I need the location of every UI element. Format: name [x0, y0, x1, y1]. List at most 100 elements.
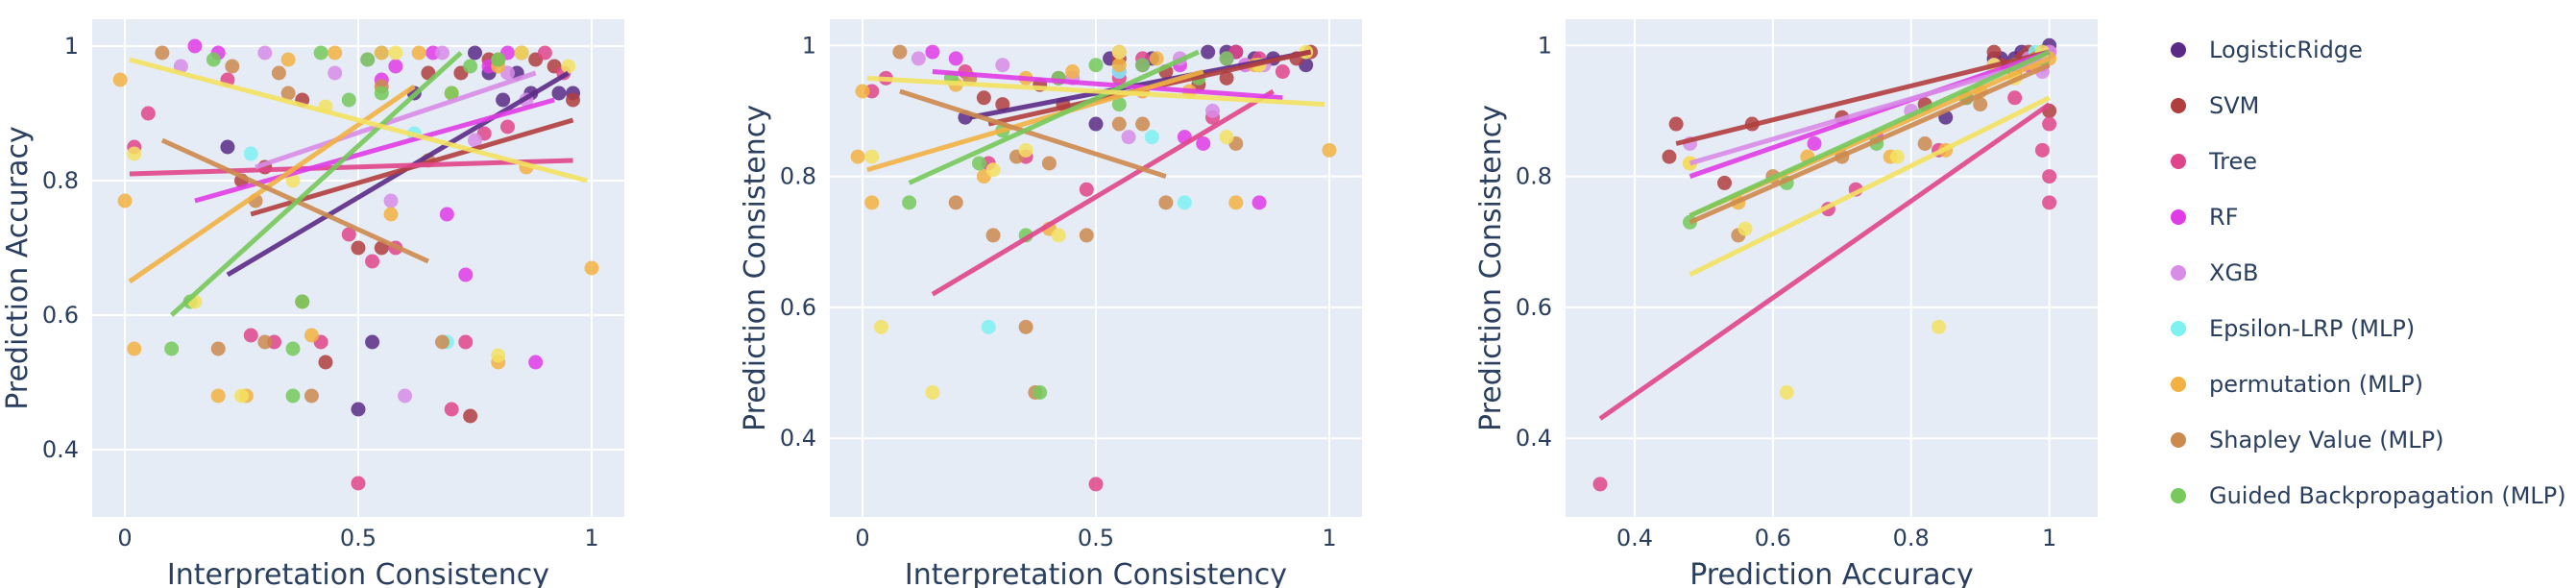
- legend-item: XGB: [2171, 259, 2259, 286]
- trend-line: [932, 69, 1283, 101]
- data-point: [117, 193, 133, 208]
- data-point: [902, 195, 917, 210]
- trend-line: [1689, 95, 2051, 278]
- data-point: [388, 45, 403, 61]
- data-point: [271, 65, 286, 81]
- data-point: [463, 408, 478, 424]
- data-point: [458, 334, 474, 350]
- trend-line: [1689, 56, 2051, 166]
- x-tick-label: 0: [117, 525, 132, 551]
- data-point: [365, 254, 380, 269]
- data-point: [220, 139, 235, 155]
- data-point: [1121, 130, 1136, 145]
- y-tick-label: 1: [1538, 32, 1552, 59]
- legend-label: SVM: [2209, 92, 2259, 119]
- data-point: [1917, 136, 1932, 151]
- data-point: [351, 402, 366, 417]
- y-tick-label: 0.8: [1516, 163, 1552, 190]
- chart-panel-2: 0 0.5 1 0.4 0.6 0.8 1 Interpretation Consistenc…: [739, 19, 1362, 588]
- data-point: [2034, 142, 2050, 158]
- data-point: [313, 45, 328, 61]
- trend-line: [1689, 62, 2051, 225]
- data-point: [1149, 51, 1164, 66]
- data-point: [243, 146, 258, 161]
- data-point: [1018, 142, 1033, 158]
- data-point: [1079, 182, 1094, 197]
- data-point: [1738, 221, 1753, 236]
- trend-line: [226, 70, 570, 278]
- data-point: [514, 45, 529, 61]
- data-point: [444, 86, 459, 101]
- x-tick-label: 1: [2042, 525, 2056, 551]
- legend: LogisticRidge SVM Tree RF XGB Epsilon-LRP (ML…: [2171, 37, 2566, 509]
- data-point: [398, 388, 413, 404]
- data-point: [328, 65, 343, 81]
- legend-label: XGB: [2209, 259, 2259, 286]
- data-point: [351, 476, 366, 491]
- x-tick-label: 0.8: [1893, 525, 1930, 551]
- legend-label: LogisticRidge: [2209, 37, 2363, 63]
- data-point: [341, 92, 356, 108]
- data-point: [985, 228, 1001, 243]
- trend-line: [129, 57, 588, 184]
- data-point: [295, 294, 310, 309]
- y-tick-label: 0.4: [1516, 425, 1552, 452]
- legend-item: Epsilon-LRP (MLP): [2171, 315, 2415, 342]
- legend-marker: [2171, 42, 2186, 58]
- legend-marker: [2171, 377, 2186, 392]
- data-point: [444, 402, 459, 417]
- data-point: [467, 133, 482, 148]
- data-point: [1779, 385, 1794, 400]
- x-axis-title: Interpretation Consistency: [905, 558, 1287, 588]
- data-point: [551, 86, 567, 101]
- plot-marks: [850, 44, 1337, 492]
- trend-line: [931, 88, 1275, 297]
- legend-label: Tree: [2208, 148, 2257, 175]
- legend-marker: [2171, 321, 2186, 336]
- data-point: [140, 106, 156, 121]
- data-point: [1219, 130, 1234, 145]
- data-point: [566, 92, 581, 108]
- data-point: [1228, 195, 1244, 210]
- data-point: [1662, 149, 1677, 164]
- legend-item: SVM: [2171, 92, 2259, 119]
- y-tick-label: 1: [64, 33, 79, 60]
- data-point: [164, 341, 180, 356]
- y-axis-title: Prediction Consistency: [1474, 105, 1508, 431]
- data-point: [1088, 477, 1104, 492]
- data-point: [434, 45, 450, 61]
- data-point: [225, 59, 240, 74]
- data-point: [2007, 90, 2023, 106]
- legend-label: permutation (MLP): [2209, 371, 2423, 398]
- data-point: [280, 52, 296, 67]
- data-point: [243, 328, 258, 343]
- data-point: [972, 156, 987, 171]
- data-point: [374, 45, 389, 61]
- data-point: [855, 84, 870, 99]
- data-point: [434, 334, 450, 350]
- x-tick-label: 0.5: [340, 525, 377, 551]
- data-point: [925, 44, 940, 60]
- x-tick-label: 1: [1322, 525, 1336, 551]
- data-point: [1018, 319, 1033, 334]
- trend-line: [1598, 102, 2052, 421]
- data-point: [1889, 149, 1905, 164]
- data-point: [383, 207, 399, 222]
- trend-line: [1675, 49, 2051, 146]
- x-tick-label: 1: [584, 525, 598, 551]
- x-axis-title: Prediction Accuracy: [1689, 558, 1974, 588]
- data-point: [491, 52, 506, 67]
- legend-label: Epsilon-LRP (MLP): [2209, 315, 2415, 342]
- data-point: [318, 355, 333, 370]
- data-point: [1088, 58, 1104, 73]
- data-point: [948, 51, 963, 66]
- data-point: [561, 59, 576, 74]
- data-point: [1144, 130, 1159, 145]
- data-point: [155, 45, 170, 61]
- data-point: [127, 146, 142, 161]
- data-point: [911, 51, 926, 66]
- data-point: [257, 45, 273, 61]
- data-point: [1135, 116, 1151, 132]
- data-point: [985, 162, 1001, 178]
